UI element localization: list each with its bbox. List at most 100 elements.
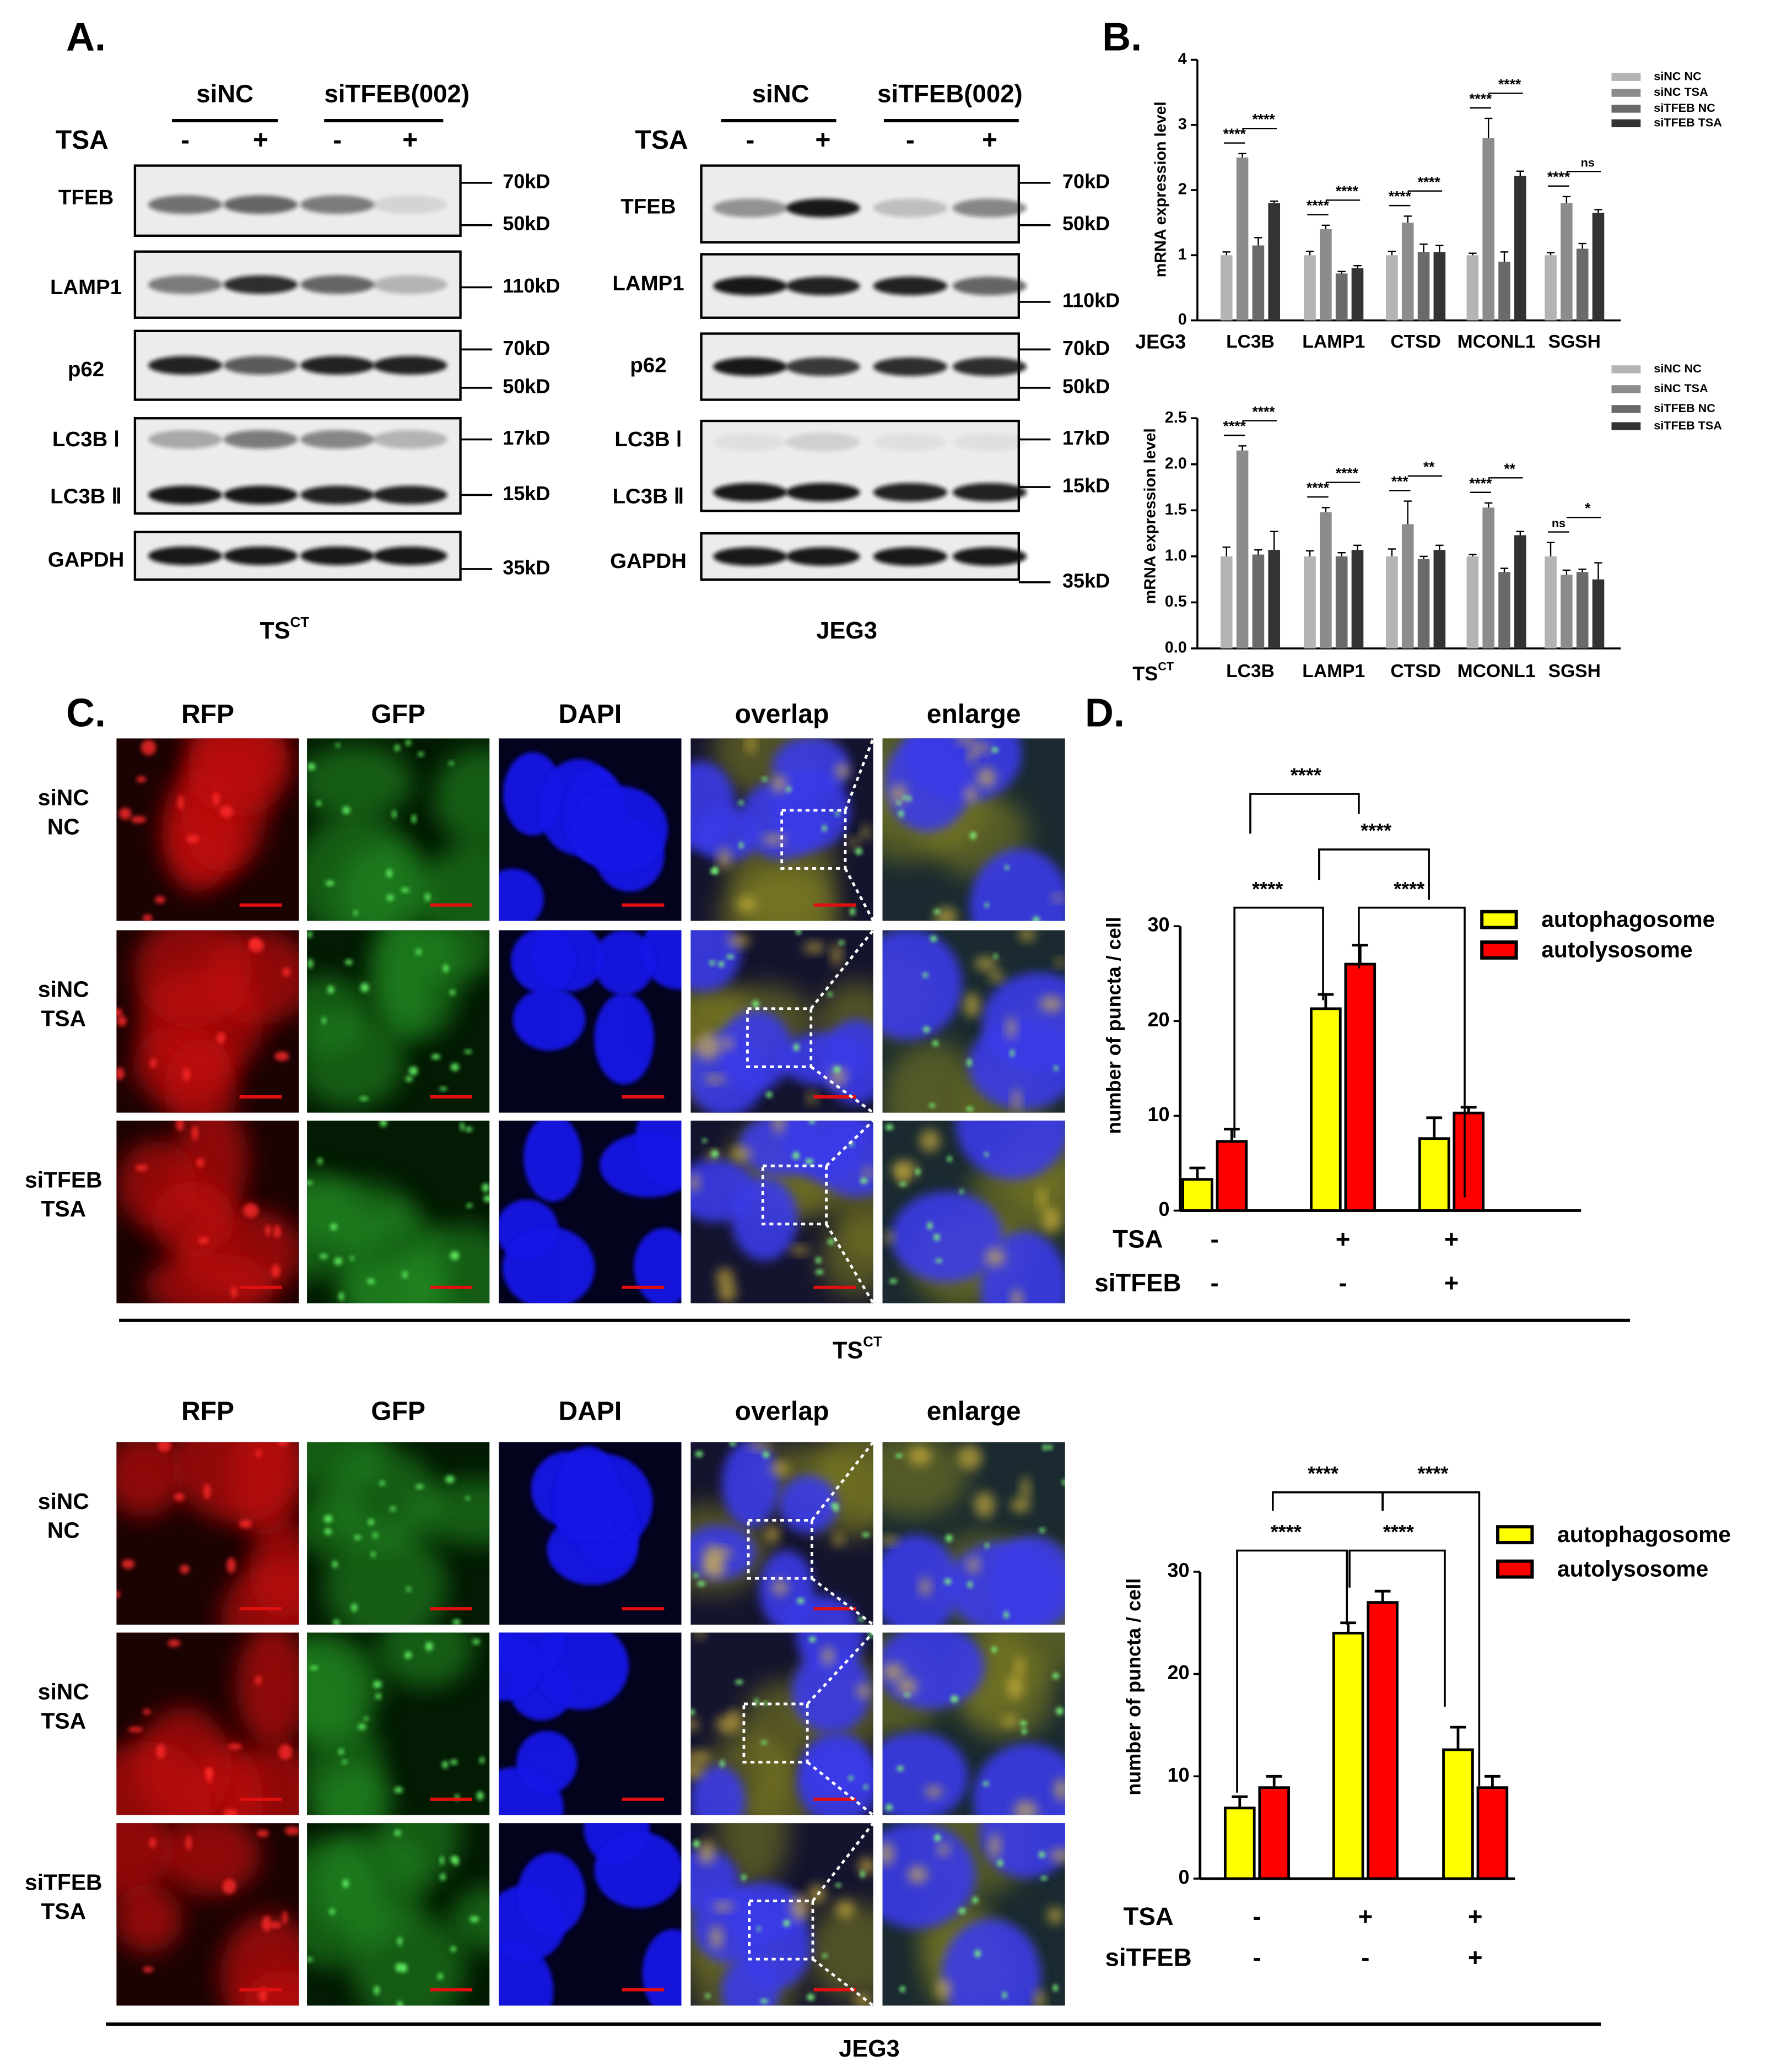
marker-label: 15kD	[503, 482, 550, 505]
micro-blob	[440, 1873, 446, 1881]
micro-blob	[198, 1236, 209, 1245]
micro-blob	[1037, 1186, 1046, 1210]
micro-blob	[499, 1633, 542, 1701]
micro-blob	[1039, 1528, 1045, 1533]
bar	[1258, 1786, 1291, 1880]
legend-swatch	[1611, 105, 1641, 113]
marker-label: 50kD	[1062, 375, 1110, 398]
micro-blob	[832, 943, 842, 967]
blot-band	[786, 547, 860, 566]
micro-blob	[790, 1895, 809, 1921]
micro-blob	[771, 775, 787, 793]
blot-band	[713, 357, 787, 376]
micro-blob	[904, 1693, 910, 1697]
micro-blob	[766, 1091, 773, 1098]
sig-label: ****	[1223, 418, 1246, 435]
micro-blob	[256, 1449, 262, 1457]
micro-blob	[981, 972, 1065, 1073]
blot-band	[373, 195, 447, 214]
micro-blob	[1021, 1728, 1027, 1734]
bar	[1236, 450, 1249, 648]
roi-line	[806, 1761, 875, 1816]
micro-blob	[256, 1830, 269, 1837]
micro-blob	[773, 1121, 785, 1134]
micro-blob	[375, 1693, 381, 1700]
micro-blob	[1042, 1445, 1048, 1451]
micro-blob	[947, 1156, 952, 1162]
micro-blob	[807, 1092, 817, 1104]
micro-blob	[1007, 1675, 1023, 1700]
micro-blob	[143, 1708, 151, 1715]
micro-blob	[307, 762, 316, 771]
micro-blob	[752, 1000, 759, 1008]
micro-blob	[772, 1579, 788, 1596]
micro-blob	[711, 1150, 719, 1158]
micro-blob	[394, 744, 400, 751]
blot-band	[786, 277, 860, 295]
micro-blob	[760, 1999, 768, 2004]
micro-blob	[196, 1157, 204, 1168]
sig-label: ****	[1336, 465, 1359, 482]
micro-blob	[983, 1781, 989, 1787]
micro-blob	[923, 1026, 930, 1033]
sig-label: ****	[1383, 1521, 1414, 1543]
micro-blob	[371, 1551, 376, 1557]
bar	[1335, 556, 1348, 648]
marker-label: 70kD	[1062, 337, 1110, 359]
blot-band	[786, 483, 860, 502]
bar	[1418, 1137, 1450, 1212]
micro-blob	[366, 1278, 375, 1284]
micro-blob	[213, 792, 220, 805]
micro-blob	[737, 896, 756, 912]
y-tick-label: 3	[1178, 115, 1187, 133]
micro-blob	[991, 1646, 997, 1653]
micro-blob	[408, 1066, 418, 1075]
micro-blob	[1054, 1065, 1059, 1071]
blot-band	[873, 277, 948, 295]
micro-blob	[402, 1271, 408, 1279]
micro-blob	[967, 1581, 973, 1588]
micro-blob	[394, 1787, 403, 1793]
micro-blob	[854, 1994, 872, 2006]
micro-blob	[690, 1718, 699, 1732]
micro-blob	[757, 1927, 761, 1932]
micro-blob	[278, 1744, 293, 1760]
micro-blob	[307, 930, 312, 938]
micro-blob	[406, 1587, 411, 1592]
micro-blob	[728, 1147, 753, 1160]
micro-blob	[177, 794, 184, 810]
micro-blob	[897, 800, 902, 805]
micro-blob	[915, 1168, 920, 1176]
micro-blob	[517, 1852, 586, 1936]
micrograph	[499, 1632, 682, 1815]
lane-sign: +	[402, 126, 418, 155]
blot-row-label: TFEB	[58, 186, 114, 209]
micro-blob	[833, 1066, 841, 1073]
micro-blob	[476, 1791, 484, 1800]
sig-label: ****	[1498, 76, 1521, 93]
micro-blob	[307, 1957, 313, 1962]
micro-blob	[956, 1121, 1065, 1180]
micro-blob	[116, 1442, 183, 1517]
micro-blob	[690, 1763, 705, 1779]
micro-blob	[882, 1663, 905, 1681]
legend-label: siNC TSA	[1654, 85, 1708, 99]
cell-line-sup: CT	[290, 615, 310, 630]
micrograph	[690, 1632, 873, 1815]
bar	[1576, 572, 1589, 648]
micro-blob	[143, 1966, 154, 1973]
micro-blob	[333, 1619, 340, 1625]
bar	[1401, 524, 1414, 648]
micro-blob	[833, 1505, 839, 1512]
legend-swatch	[1611, 119, 1641, 127]
micro-blob	[720, 1760, 725, 1768]
micro-blob	[967, 1058, 972, 1067]
micrograph	[307, 1121, 490, 1303]
micro-blob	[483, 1195, 490, 1203]
blot-band	[786, 198, 860, 218]
micro-blob	[973, 742, 990, 754]
y-tick-label: 2	[1178, 181, 1187, 198]
micro-blob	[925, 1786, 943, 1798]
legend-label: autophagosome	[1557, 1522, 1731, 1547]
blot-band	[373, 430, 447, 449]
